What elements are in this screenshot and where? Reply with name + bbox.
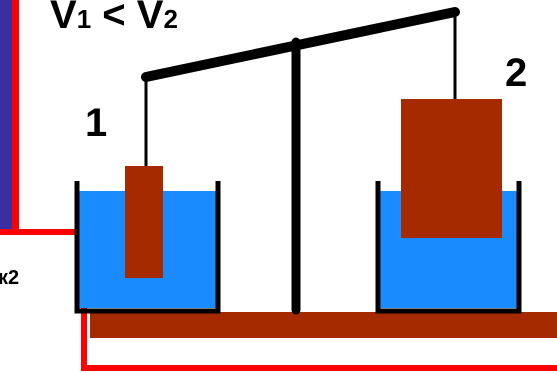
balance-base xyxy=(90,312,557,338)
volume-comparison-formula: V1 < V2 xyxy=(50,0,178,37)
side-panel-strip xyxy=(0,0,12,230)
balance-beam xyxy=(141,7,460,82)
body-1 xyxy=(125,166,163,278)
body-2-label: 2 xyxy=(505,51,527,95)
body-1-label: 1 xyxy=(85,101,107,145)
beaker-1 xyxy=(74,181,221,314)
side-fragment-label: к2 xyxy=(0,267,19,289)
side-panel-red-border xyxy=(12,0,19,232)
beaker-2 xyxy=(375,181,522,314)
body-2 xyxy=(401,99,502,238)
